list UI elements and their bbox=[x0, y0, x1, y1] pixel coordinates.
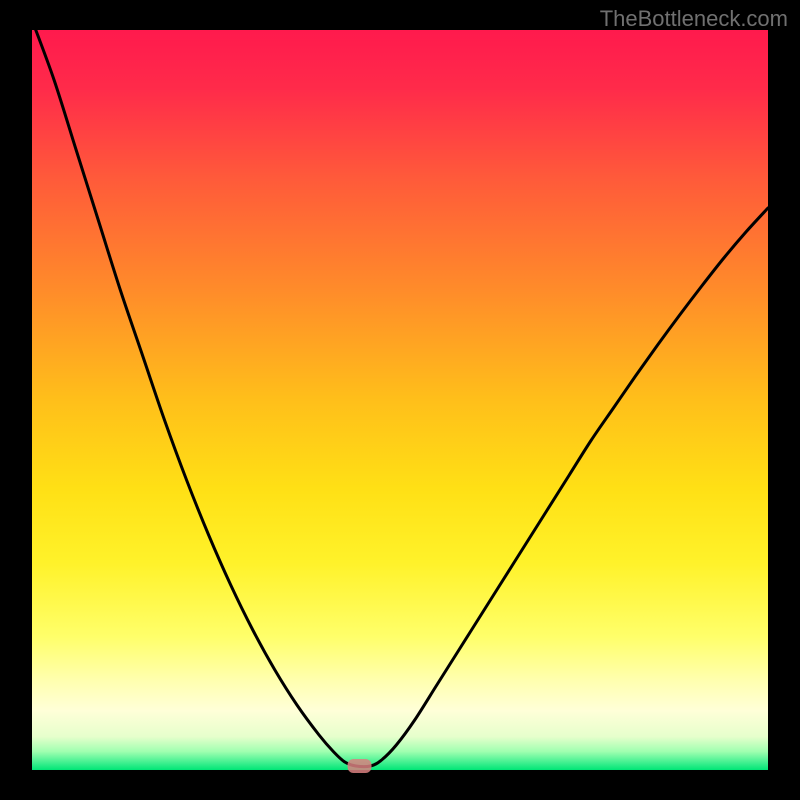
plot-background bbox=[32, 30, 768, 770]
watermark-label: TheBottleneck.com bbox=[600, 6, 788, 32]
optimum-marker bbox=[348, 759, 372, 773]
chart-svg bbox=[0, 0, 800, 800]
chart-container: TheBottleneck.com bbox=[0, 0, 800, 800]
